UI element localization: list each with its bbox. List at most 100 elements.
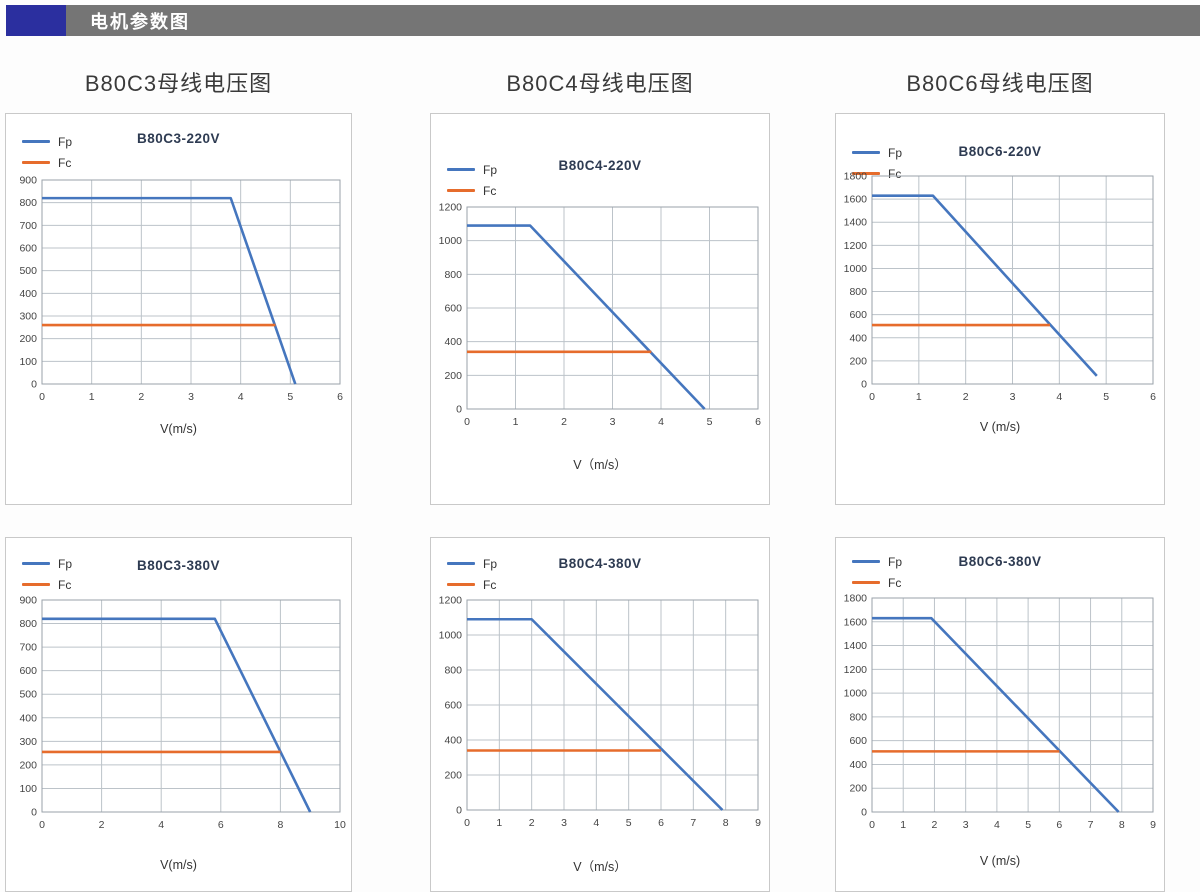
svg-text:900: 900 <box>19 175 37 187</box>
svg-text:5: 5 <box>626 817 632 829</box>
fc-line-swatch <box>22 161 50 164</box>
section-title-b80c3: B80C3母线电压图 <box>84 71 273 96</box>
legend-item-fp: Fp <box>447 556 497 571</box>
chart-panel-b80c4-380v: Fp Fc B80C4-380V 0 200 400 600 800 1000 1200 0 1… <box>430 537 770 892</box>
svg-text:600: 600 <box>444 700 462 712</box>
svg-text:0: 0 <box>869 391 875 403</box>
svg-text:0: 0 <box>456 404 462 416</box>
svg-text:8: 8 <box>1119 819 1125 831</box>
svg-text:4: 4 <box>994 819 1000 831</box>
svg-text:1400: 1400 <box>844 640 868 652</box>
chart-plot: 0 200 400 600 800 1000 1200 0 1 2 3 4 5 6 <box>439 202 761 429</box>
svg-text:500: 500 <box>19 265 37 277</box>
legend-label-fc: Fc <box>483 577 497 592</box>
legend-item-fp: Fp <box>447 162 497 177</box>
chart-title: B80C6-380V <box>958 554 1042 569</box>
svg-text:1: 1 <box>513 416 519 428</box>
svg-text:200: 200 <box>849 355 867 367</box>
svg-text:0: 0 <box>464 817 470 829</box>
svg-text:1000: 1000 <box>439 630 463 642</box>
svg-text:800: 800 <box>849 711 867 723</box>
svg-text:1000: 1000 <box>844 688 868 700</box>
svg-text:0: 0 <box>456 805 462 817</box>
svg-text:2: 2 <box>138 391 144 403</box>
fc-line-swatch <box>852 172 880 175</box>
svg-text:800: 800 <box>849 286 867 298</box>
svg-text:6: 6 <box>218 819 224 831</box>
chart-title: B80C4-220V <box>558 158 642 173</box>
fc-line-swatch <box>852 581 880 584</box>
svg-text:0: 0 <box>861 807 867 819</box>
chart-title: B80C3-380V <box>136 558 221 573</box>
fp-line-swatch <box>447 168 475 171</box>
svg-text:1600: 1600 <box>844 616 868 628</box>
legend-item-fc: Fc <box>22 155 72 170</box>
svg-text:2: 2 <box>932 819 938 831</box>
x-axis-label: V(m/s) <box>160 422 197 436</box>
legend-item-fc: Fc <box>852 166 902 181</box>
svg-text:200: 200 <box>444 770 462 782</box>
svg-text:1800: 1800 <box>844 593 868 605</box>
svg-text:0: 0 <box>31 807 37 819</box>
svg-text:4: 4 <box>1056 391 1062 403</box>
svg-text:400: 400 <box>849 759 867 771</box>
svg-text:3: 3 <box>963 819 969 831</box>
x-axis-label: V (m/s) <box>979 854 1021 868</box>
svg-text:1000: 1000 <box>844 263 868 275</box>
svg-text:600: 600 <box>19 665 37 677</box>
svg-text:500: 500 <box>19 689 37 701</box>
x-axis-label: V（m/s） <box>573 860 627 874</box>
chart-panel-b80c6-220v: Fp Fc B80C6-220V 0 200 400 600 800 1000 1200 14… <box>835 113 1165 505</box>
svg-text:400: 400 <box>19 712 37 724</box>
section-title-b80c6: B80C6母线电压图 <box>906 71 1094 96</box>
chart-title: B80C4-380V <box>558 556 642 571</box>
svg-text:2: 2 <box>963 391 969 403</box>
chart-panel-b80c4-220v: Fp Fc B80C4-220V 0 200 400 600 800 1000 1200 0 1… <box>430 113 770 505</box>
header-accent-block <box>6 5 66 36</box>
svg-text:0: 0 <box>869 819 875 831</box>
svg-text:1200: 1200 <box>439 595 463 607</box>
svg-text:6: 6 <box>658 817 664 829</box>
svg-text:200: 200 <box>444 370 462 382</box>
legend-label-fp: Fp <box>58 556 73 571</box>
svg-text:200: 200 <box>849 783 867 795</box>
svg-text:800: 800 <box>444 665 462 677</box>
svg-text:0: 0 <box>861 379 867 391</box>
fp-line-swatch <box>447 562 475 565</box>
chart-legend: Fp Fc <box>852 554 902 590</box>
fp-line-swatch <box>22 562 50 565</box>
x-axis-label: V（m/s） <box>573 458 627 472</box>
legend-label-fp: Fp <box>888 145 903 160</box>
svg-text:100: 100 <box>19 356 37 368</box>
svg-text:400: 400 <box>849 332 867 344</box>
svg-text:100: 100 <box>19 783 37 795</box>
svg-text:0: 0 <box>31 379 37 391</box>
svg-text:5: 5 <box>1103 391 1109 403</box>
svg-text:200: 200 <box>19 759 37 771</box>
svg-text:6: 6 <box>337 391 343 403</box>
svg-text:1: 1 <box>916 391 922 403</box>
svg-text:7: 7 <box>1088 819 1094 831</box>
svg-text:1200: 1200 <box>844 240 868 252</box>
svg-text:800: 800 <box>19 197 37 209</box>
fp-line-swatch <box>852 151 880 154</box>
svg-text:4: 4 <box>158 819 164 831</box>
svg-text:3: 3 <box>610 416 616 428</box>
svg-text:6: 6 <box>1150 391 1156 403</box>
svg-text:200: 200 <box>19 333 37 345</box>
chart-panel-b80c3-380v: Fp Fc B80C3-380V 0 100 200 300 400 500 600 700 8… <box>5 537 352 892</box>
page-header: 电机参数图 <box>6 5 1200 36</box>
chart-plot: 0 100 200 300 400 500 600 700 800 900 0 1 2 3 4 5 6 <box>19 175 343 404</box>
legend-label-fp: Fp <box>888 554 903 569</box>
svg-text:2: 2 <box>561 416 567 428</box>
svg-text:700: 700 <box>19 642 37 654</box>
chart-legend: Fp Fc <box>22 134 72 170</box>
chart-panel-b80c3-220v: Fp Fc B80C3-220V 0 100 200 300 400 500 600 700 8… <box>5 113 352 505</box>
svg-text:4: 4 <box>593 817 599 829</box>
svg-text:8: 8 <box>277 819 283 831</box>
fc-line-swatch <box>22 583 50 586</box>
svg-text:3: 3 <box>561 817 567 829</box>
chart-title: B80C6-220V <box>958 144 1042 159</box>
svg-text:4: 4 <box>658 416 664 428</box>
